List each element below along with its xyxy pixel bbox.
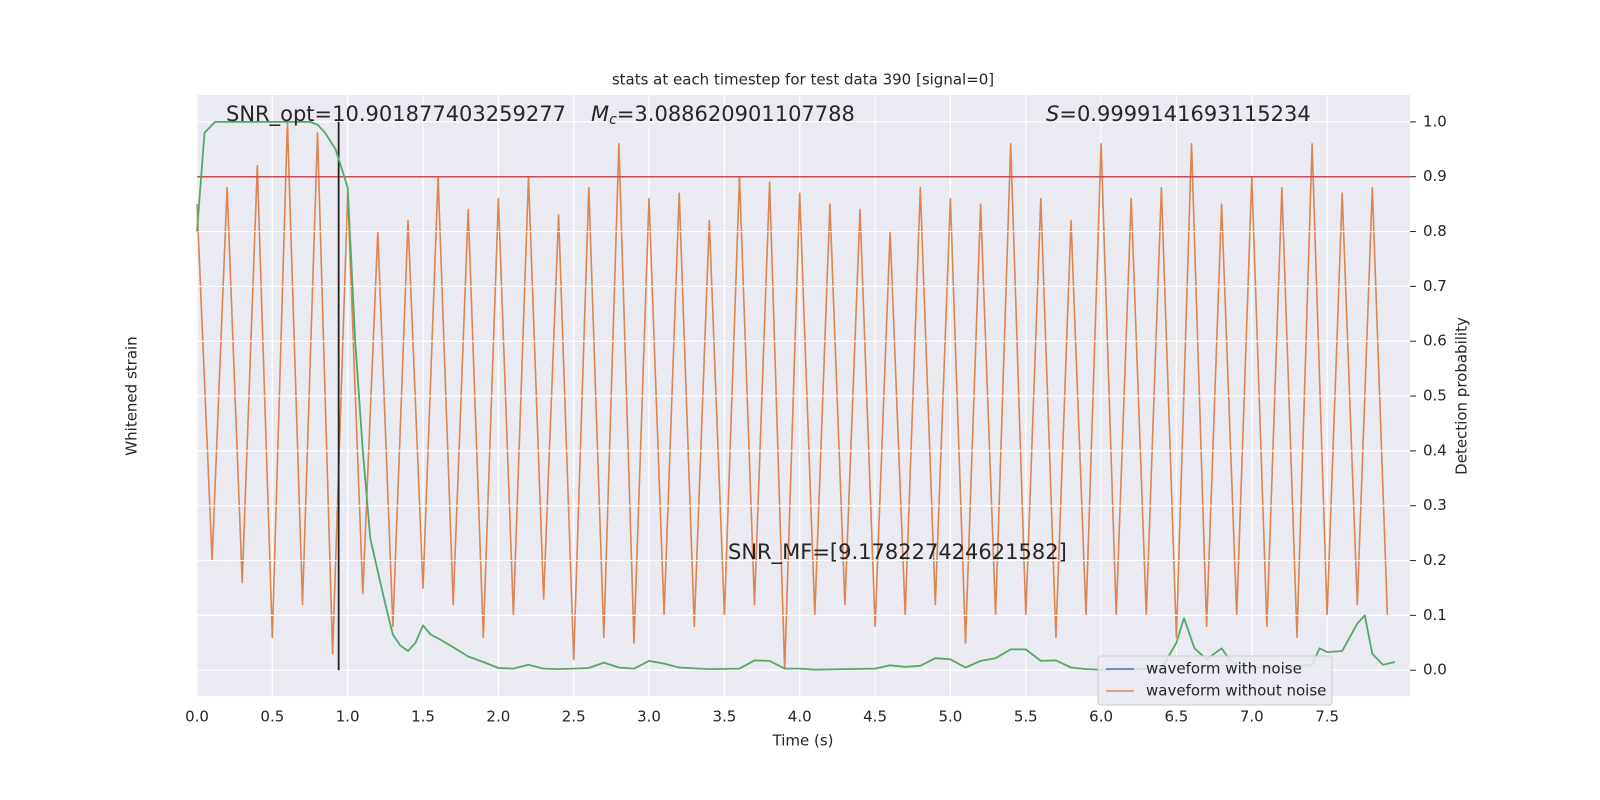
annotation-part: S	[1046, 102, 1059, 126]
x-tick-label: 2.0	[486, 708, 510, 726]
x-axis-label: Time (s)	[772, 732, 834, 750]
x-tick-label: 0.0	[185, 708, 209, 726]
y2-tick-label: 0.0	[1423, 661, 1447, 679]
y2-tick-label: 0.7	[1423, 277, 1447, 295]
y2-tick-label: 0.2	[1423, 551, 1447, 569]
y2-axis-label: Detection probability	[1453, 317, 1471, 475]
x-tick-label: 7.5	[1315, 708, 1339, 726]
annotation-part: =3.088620901107788	[617, 102, 855, 126]
annotation-part: M	[591, 102, 609, 126]
annotation: Mc=3.088620901107788	[591, 102, 855, 128]
x-tick-label: 6.5	[1165, 708, 1189, 726]
y-axis-label: Whitened strain	[123, 336, 141, 455]
series-line	[196, 121, 1389, 671]
x-tick-label: 5.0	[938, 708, 962, 726]
y2-tick-label: 0.1	[1423, 606, 1447, 624]
y2-tick-label: 0.8	[1423, 222, 1447, 240]
x-tick-label: 0.5	[260, 708, 284, 726]
annotation: SNR_opt=10.901877403259277	[226, 102, 566, 127]
x-tick-label: 4.5	[863, 708, 887, 726]
x-tick-label: 3.0	[637, 708, 661, 726]
chart-title: stats at each timestep for test data 390…	[612, 71, 994, 89]
legend-box	[1097, 655, 1333, 706]
x-tick-label: 5.5	[1014, 708, 1038, 726]
annotation: SNR_MF=[9.178227424621582]	[728, 540, 1067, 565]
annotation-part: =0.9999141693115234	[1059, 102, 1310, 126]
x-tick-label: 3.5	[712, 708, 736, 726]
x-tick-label: 7.0	[1240, 708, 1264, 726]
y2-tick-label: 0.9	[1423, 167, 1447, 185]
annotation-part: c	[609, 112, 617, 128]
x-tick-label: 1.5	[411, 708, 435, 726]
x-tick-label: 4.0	[788, 708, 812, 726]
legend-label: waveform without noise	[1146, 682, 1326, 700]
y2-tick-label: 0.3	[1423, 496, 1447, 514]
x-tick-label: 2.5	[562, 708, 586, 726]
x-tick-label: 1.0	[336, 708, 360, 726]
y2-tick-label: 1.0	[1423, 112, 1447, 130]
annotation: S=0.9999141693115234	[1046, 102, 1311, 126]
legend-label: waveform with noise	[1146, 660, 1302, 678]
y2-tick-label: 0.5	[1423, 387, 1447, 405]
x-tick-label: 6.0	[1089, 708, 1113, 726]
y2-tick-label: 0.6	[1423, 332, 1447, 350]
y2-tick-label: 0.4	[1423, 441, 1447, 459]
